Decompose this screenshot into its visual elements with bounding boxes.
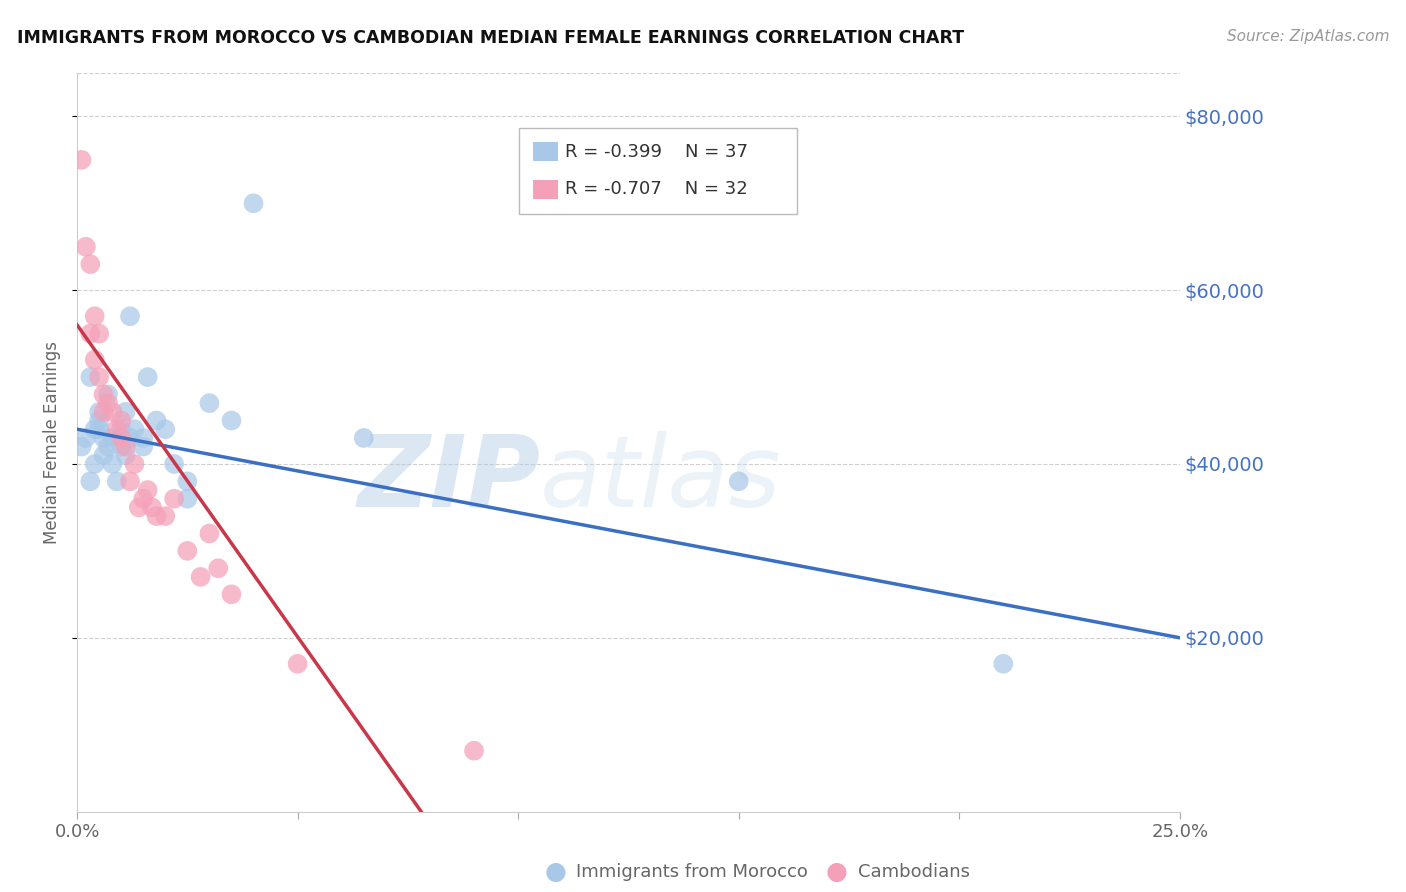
Point bbox=[97, 387, 120, 401]
Point bbox=[136, 370, 159, 384]
Point bbox=[155, 509, 177, 524]
Point bbox=[110, 431, 132, 445]
Point bbox=[198, 396, 221, 410]
Point bbox=[101, 405, 124, 419]
Point bbox=[242, 196, 264, 211]
Point bbox=[83, 310, 105, 324]
Point bbox=[176, 475, 198, 489]
Point bbox=[114, 440, 136, 454]
Point bbox=[163, 457, 186, 471]
Point bbox=[114, 405, 136, 419]
Point bbox=[93, 448, 115, 462]
Point bbox=[83, 457, 105, 471]
Point bbox=[101, 457, 124, 471]
Text: R = -0.707    N = 32: R = -0.707 N = 32 bbox=[565, 180, 748, 198]
Point bbox=[145, 509, 167, 524]
Text: R = -0.399    N = 37: R = -0.399 N = 37 bbox=[565, 143, 748, 161]
Point bbox=[993, 657, 1015, 671]
Point bbox=[198, 526, 221, 541]
Point bbox=[89, 422, 111, 436]
Point bbox=[221, 587, 243, 601]
Point bbox=[176, 491, 198, 506]
Point bbox=[141, 500, 163, 515]
Point bbox=[70, 153, 93, 167]
Text: Source: ZipAtlas.com: Source: ZipAtlas.com bbox=[1226, 29, 1389, 44]
Text: ZIP: ZIP bbox=[357, 431, 540, 528]
Point bbox=[114, 448, 136, 462]
Point bbox=[83, 352, 105, 367]
Text: ●: ● bbox=[825, 861, 848, 884]
Point bbox=[132, 431, 155, 445]
Y-axis label: Median Female Earnings: Median Female Earnings bbox=[44, 341, 60, 544]
Point bbox=[145, 413, 167, 427]
Point bbox=[79, 475, 101, 489]
Point bbox=[110, 413, 132, 427]
Point bbox=[190, 570, 212, 584]
Point bbox=[163, 491, 186, 506]
Point bbox=[79, 257, 101, 271]
Point bbox=[75, 240, 97, 254]
Point bbox=[353, 431, 375, 445]
Text: ●: ● bbox=[544, 861, 567, 884]
Point bbox=[124, 422, 146, 436]
Point bbox=[136, 483, 159, 497]
Point bbox=[727, 475, 749, 489]
Point bbox=[93, 405, 115, 419]
Point bbox=[89, 370, 111, 384]
Point bbox=[83, 422, 105, 436]
Point bbox=[287, 657, 309, 671]
Point bbox=[110, 440, 132, 454]
Point bbox=[105, 475, 128, 489]
Point bbox=[124, 457, 146, 471]
Text: Cambodians: Cambodians bbox=[858, 863, 970, 881]
Point bbox=[89, 413, 111, 427]
Point bbox=[118, 310, 141, 324]
Point bbox=[132, 491, 155, 506]
Point bbox=[110, 422, 132, 436]
Point bbox=[132, 440, 155, 454]
Point bbox=[97, 440, 120, 454]
Point bbox=[79, 370, 101, 384]
Point bbox=[70, 440, 93, 454]
Text: IMMIGRANTS FROM MOROCCO VS CAMBODIAN MEDIAN FEMALE EARNINGS CORRELATION CHART: IMMIGRANTS FROM MOROCCO VS CAMBODIAN MED… bbox=[17, 29, 965, 46]
Point bbox=[89, 405, 111, 419]
Point bbox=[97, 396, 120, 410]
Point bbox=[118, 475, 141, 489]
Point bbox=[221, 413, 243, 427]
Point bbox=[101, 431, 124, 445]
Text: Immigrants from Morocco: Immigrants from Morocco bbox=[576, 863, 808, 881]
Point bbox=[89, 326, 111, 341]
Point bbox=[105, 422, 128, 436]
Point bbox=[93, 431, 115, 445]
Point bbox=[207, 561, 229, 575]
Point bbox=[155, 422, 177, 436]
Point bbox=[128, 500, 150, 515]
Point bbox=[93, 387, 115, 401]
Point bbox=[176, 544, 198, 558]
Point bbox=[118, 431, 141, 445]
Point bbox=[75, 431, 97, 445]
Point bbox=[463, 744, 485, 758]
Text: atlas: atlas bbox=[540, 431, 782, 528]
Point bbox=[79, 326, 101, 341]
